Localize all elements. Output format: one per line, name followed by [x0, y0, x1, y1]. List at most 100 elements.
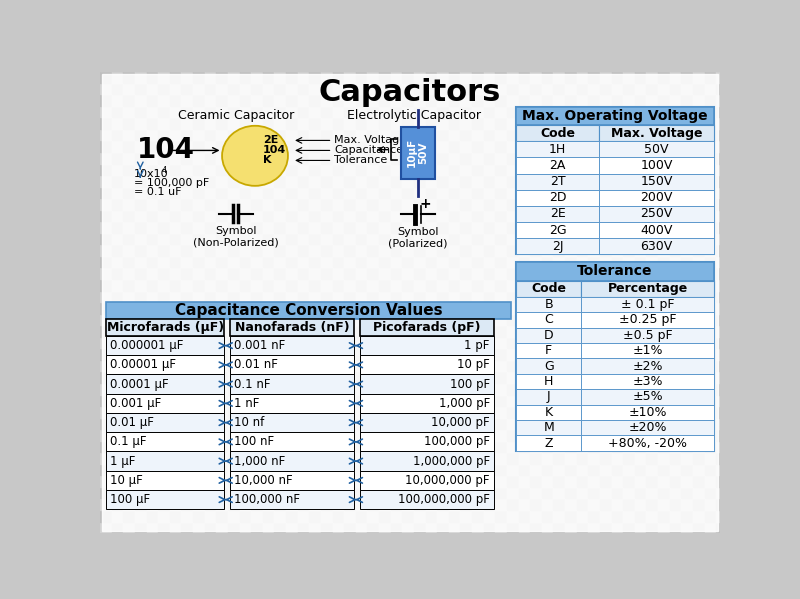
Bar [646, 325, 658, 337]
Bar [611, 279, 623, 291]
Bar [205, 59, 216, 71]
Bar [146, 187, 158, 198]
Bar [728, 117, 739, 129]
Bar [298, 221, 310, 233]
Bar [344, 71, 356, 83]
Bar [542, 487, 554, 498]
Bar [507, 522, 518, 533]
Bar [123, 360, 135, 371]
Bar [310, 71, 321, 83]
Bar [298, 140, 310, 152]
Bar [658, 452, 670, 464]
Bar [460, 233, 472, 244]
Bar [158, 244, 170, 256]
Bar [693, 279, 705, 291]
Bar [693, 164, 705, 175]
Bar [565, 164, 577, 175]
Bar [251, 140, 262, 152]
Bar [426, 210, 437, 221]
Bar [228, 164, 239, 175]
Bar [146, 348, 158, 360]
Bar [182, 94, 193, 106]
Bar [228, 441, 239, 452]
Text: 250V: 250V [640, 207, 673, 220]
Bar [182, 83, 193, 94]
Bar [146, 198, 158, 210]
Bar [507, 94, 518, 106]
Bar [205, 383, 216, 395]
Bar [100, 175, 112, 187]
Bar [310, 314, 321, 325]
Bar [646, 233, 658, 244]
Bar [693, 522, 705, 533]
Bar [344, 221, 356, 233]
Bar [728, 175, 739, 187]
Bar [112, 233, 123, 244]
Bar [193, 510, 205, 522]
Bar [333, 210, 344, 221]
Bar [251, 268, 262, 279]
Bar [239, 337, 251, 348]
Bar [600, 187, 611, 198]
Bar [495, 140, 507, 152]
Bar [414, 464, 426, 476]
Bar [367, 360, 379, 371]
Bar [205, 429, 216, 441]
Bar [658, 510, 670, 522]
Bar [390, 106, 402, 117]
Bar [112, 244, 123, 256]
Bar [402, 429, 414, 441]
Bar [402, 441, 414, 452]
Bar [542, 221, 554, 233]
Bar [426, 233, 437, 244]
Bar [230, 319, 354, 336]
Bar [634, 406, 646, 418]
Bar [646, 59, 658, 71]
Bar [542, 187, 554, 198]
Bar [112, 325, 123, 337]
Bar [402, 221, 414, 233]
Bar [484, 71, 495, 83]
Bar [367, 59, 379, 71]
Bar [728, 71, 739, 83]
Bar [321, 140, 333, 152]
Bar [542, 371, 554, 383]
Bar [112, 221, 123, 233]
Bar [123, 244, 135, 256]
Bar [123, 71, 135, 83]
Bar [228, 48, 239, 59]
Bar [658, 152, 670, 164]
Bar [507, 83, 518, 94]
Bar [170, 314, 182, 325]
Bar [426, 302, 437, 314]
Bar [507, 337, 518, 348]
Bar [344, 48, 356, 59]
Bar [588, 59, 600, 71]
Bar [286, 106, 298, 117]
Bar [123, 175, 135, 187]
Bar [634, 371, 646, 383]
Bar [658, 140, 670, 152]
Bar [588, 129, 600, 140]
Text: D: D [544, 329, 554, 341]
Bar [716, 452, 728, 464]
Bar [251, 360, 262, 371]
Bar [658, 291, 670, 302]
Bar [554, 314, 565, 325]
Bar [251, 279, 262, 291]
Bar [658, 175, 670, 187]
Bar [449, 117, 460, 129]
Bar [460, 221, 472, 233]
Bar [158, 371, 170, 383]
Bar [251, 302, 262, 314]
Bar [286, 383, 298, 395]
Bar [205, 233, 216, 244]
Bar [577, 152, 588, 164]
Bar [274, 71, 286, 83]
Bar [216, 337, 228, 348]
Bar [693, 233, 705, 244]
Bar [158, 152, 170, 164]
Bar [611, 348, 623, 360]
Bar [623, 210, 634, 221]
Bar [588, 476, 600, 487]
